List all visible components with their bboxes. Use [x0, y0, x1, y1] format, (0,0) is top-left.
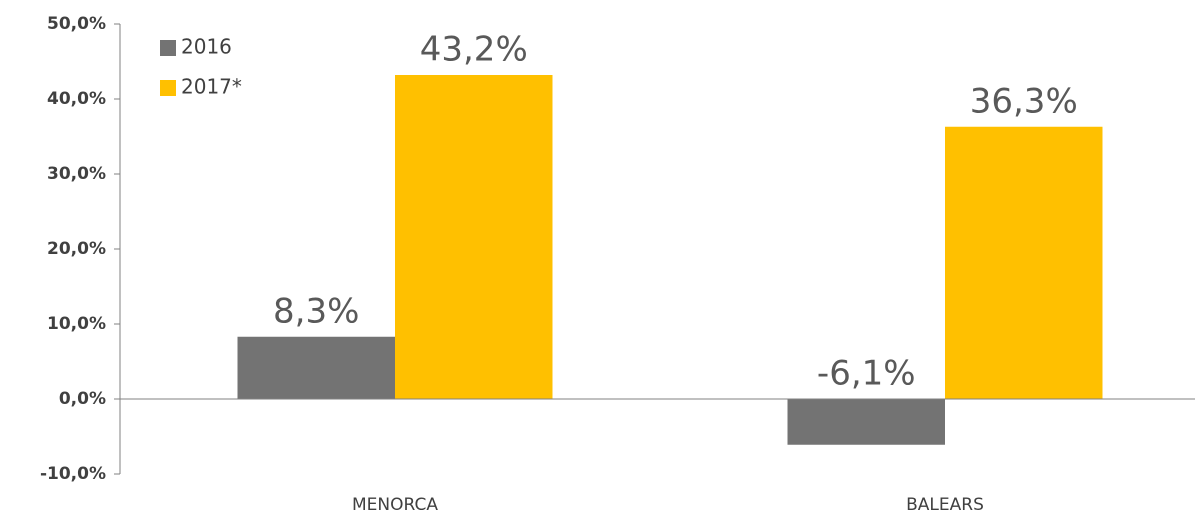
y-tick-label: 50,0%	[47, 14, 106, 34]
bar	[787, 399, 945, 445]
y-tick-label: -10,0%	[40, 464, 106, 484]
y-tick-label: 30,0%	[47, 164, 106, 184]
legend-label: 2016	[181, 35, 232, 59]
y-tick-label: 10,0%	[47, 314, 106, 334]
value-label: -6,1%	[817, 354, 916, 394]
value-label: 43,2%	[420, 30, 528, 70]
x-tick-label: BALEARS	[906, 495, 984, 515]
y-tick-label: 20,0%	[47, 239, 106, 259]
value-label: 8,3%	[273, 291, 359, 331]
x-tick-label: MENORCA	[352, 495, 438, 515]
value-label: 36,3%	[970, 81, 1078, 121]
legend-swatch	[160, 80, 176, 96]
bar	[237, 336, 395, 399]
y-tick-label: 0,0%	[59, 389, 106, 409]
y-tick-label: 40,0%	[47, 89, 106, 109]
bar	[395, 75, 553, 399]
bar	[945, 126, 1103, 399]
legend-swatch	[160, 40, 176, 56]
legend-label: 2017*	[181, 75, 242, 99]
